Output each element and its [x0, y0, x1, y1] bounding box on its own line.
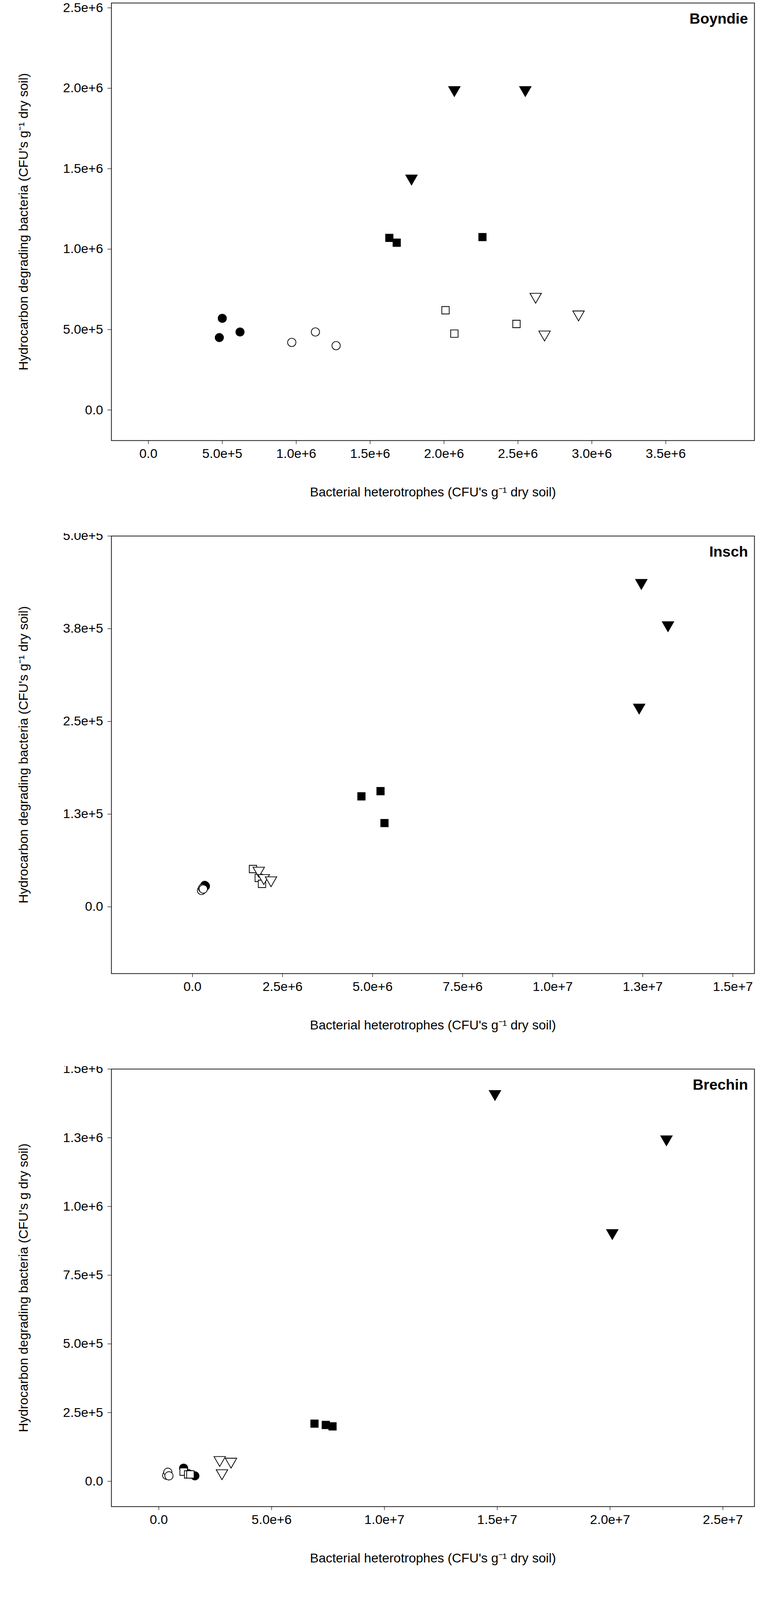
svg-text:1.3e+5: 1.3e+5 — [63, 806, 103, 821]
svg-text:2.5e+6: 2.5e+6 — [262, 978, 303, 994]
svg-text:7.5e+5: 7.5e+5 — [63, 1267, 103, 1282]
svg-text:Bacterial heterotrophes (CFU's: Bacterial heterotrophes (CFU's g⁻¹ dry s… — [309, 1550, 556, 1565]
svg-text:3.5e+6: 3.5e+6 — [645, 446, 686, 461]
svg-text:1.5e+6: 1.5e+6 — [350, 446, 391, 461]
svg-text:1.5e+7: 1.5e+7 — [712, 978, 753, 994]
svg-text:5.0e+5: 5.0e+5 — [63, 1335, 103, 1350]
svg-text:0.0: 0.0 — [85, 898, 104, 914]
svg-text:Insch: Insch — [709, 542, 749, 560]
svg-text:2.5e+7: 2.5e+7 — [702, 1511, 743, 1527]
svg-text:2.0e+6: 2.0e+6 — [63, 80, 103, 95]
svg-text:3.0e+6: 3.0e+6 — [571, 446, 612, 461]
svg-text:2.5e+5: 2.5e+5 — [63, 713, 103, 728]
svg-text:5.0e+5: 5.0e+5 — [63, 321, 103, 337]
svg-text:1.0e+6: 1.0e+6 — [63, 241, 103, 256]
svg-text:Hydrocarbon degrading bacteria: Hydrocarbon degrading bacteria (CFU's g⁻… — [16, 605, 31, 904]
svg-text:Boyndie: Boyndie — [689, 10, 748, 27]
svg-text:Hydrocarbon degrading bacteria: Hydrocarbon degrading bacteria (CFU's g⁻… — [16, 73, 31, 371]
svg-text:0.0: 0.0 — [183, 978, 202, 994]
svg-text:0.0: 0.0 — [85, 402, 104, 417]
svg-text:Bacterial heterotrophes (CFU's: Bacterial heterotrophes (CFU's g⁻¹ dry s… — [309, 484, 556, 499]
svg-text:5.0e+6: 5.0e+6 — [352, 978, 393, 994]
svg-text:1.0e+6: 1.0e+6 — [276, 446, 316, 461]
svg-text:1.0e+7: 1.0e+7 — [532, 978, 573, 994]
svg-text:2.0e+7: 2.0e+7 — [590, 1511, 631, 1527]
svg-text:1.0e+7: 1.0e+7 — [364, 1511, 405, 1527]
svg-text:7.5e+6: 7.5e+6 — [442, 978, 483, 994]
svg-text:1.3e+6: 1.3e+6 — [63, 1129, 103, 1145]
svg-text:5.0e+6: 5.0e+6 — [251, 1511, 292, 1527]
svg-text:1.3e+7: 1.3e+7 — [622, 978, 663, 994]
svg-text:1.5e+6: 1.5e+6 — [63, 1065, 103, 1076]
svg-text:5.0e+5: 5.0e+5 — [202, 446, 243, 461]
svg-text:2.5e+6: 2.5e+6 — [63, 0, 103, 15]
svg-text:Hydrocarbon degrading bacteria: Hydrocarbon degrading bacteria (CFU's g … — [16, 1142, 31, 1432]
svg-text:0.0: 0.0 — [85, 1473, 104, 1488]
svg-text:1.0e+6: 1.0e+6 — [63, 1198, 103, 1213]
svg-text:Brechin: Brechin — [692, 1075, 748, 1093]
svg-text:2.0e+6: 2.0e+6 — [423, 446, 464, 461]
svg-text:1.5e+7: 1.5e+7 — [477, 1511, 518, 1527]
svg-text:0.0: 0.0 — [149, 1511, 168, 1527]
svg-text:5.0e+5: 5.0e+5 — [63, 532, 103, 543]
svg-text:2.5e+6: 2.5e+6 — [498, 446, 538, 461]
svg-text:Bacterial heterotrophes (CFU's: Bacterial heterotrophes (CFU's g⁻¹ dry s… — [309, 1017, 556, 1032]
svg-text:2.5e+5: 2.5e+5 — [63, 1404, 103, 1420]
svg-text:3.8e+5: 3.8e+5 — [63, 620, 103, 636]
svg-text:1.5e+6: 1.5e+6 — [63, 161, 103, 176]
svg-text:0.0: 0.0 — [139, 446, 158, 461]
